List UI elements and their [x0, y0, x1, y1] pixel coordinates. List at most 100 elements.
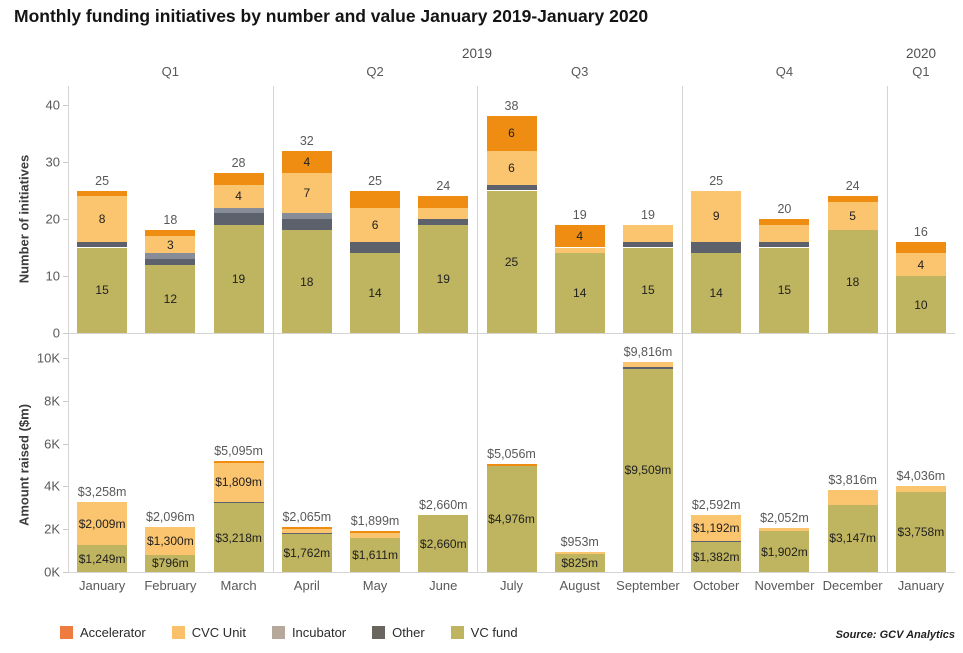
bar-segment-vc-fund[interactable]: $796m — [145, 554, 196, 572]
bar-segment-vc-fund[interactable]: 12 — [145, 264, 196, 333]
bar-segment-cvc-unit[interactable]: 4 — [895, 253, 946, 276]
bar-segment-cvc-unit[interactable]: $1,809m — [213, 462, 264, 502]
bar-segment-vc-fund[interactable]: $9,509m — [622, 368, 673, 572]
bar-segment-vc-fund[interactable]: 18 — [827, 230, 878, 333]
bar-segment-other[interactable] — [77, 241, 128, 248]
bar-segment-vc-fund[interactable]: $1,249m — [77, 545, 128, 572]
bar-segment-accelerator[interactable] — [827, 196, 878, 202]
bar-segment-accelerator[interactable] — [895, 241, 946, 254]
legend-item-incubator[interactable]: Incubator — [271, 625, 346, 640]
bar-segment-vc-fund[interactable]: $4,976m — [486, 465, 537, 572]
quarter-label-1: Q2 — [366, 64, 384, 79]
bar-segment-cvc-unit[interactable]: 9 — [691, 190, 742, 242]
bar-segment-vc-fund[interactable]: 14 — [350, 253, 401, 333]
bar-segment-other[interactable] — [622, 241, 673, 248]
segment-value-label: $1,809m — [215, 475, 262, 490]
bar-segment-accelerator[interactable] — [77, 190, 128, 197]
bar-segment-other[interactable] — [622, 367, 673, 369]
segment-value-label: 6 — [371, 217, 379, 232]
bar-segment-vc-fund[interactable]: 18 — [281, 230, 332, 333]
bar-segment-cvc-unit[interactable]: 6 — [350, 207, 401, 242]
bar-segment-other[interactable] — [145, 258, 196, 265]
bar-segment-vc-fund[interactable]: 10 — [895, 276, 946, 333]
segment-value-label: 4 — [303, 154, 311, 169]
bar-segment-other[interactable] — [213, 501, 264, 504]
bar-segment-cvc-unit[interactable] — [895, 485, 946, 492]
bar-segment-cvc-unit[interactable]: $1,192m — [691, 515, 742, 541]
segment-value-label: $1,249m — [78, 551, 126, 566]
bar-segment-accelerator[interactable] — [145, 230, 196, 237]
bar-segment-vc-fund[interactable]: $3,758m — [895, 491, 946, 572]
bar-segment-accelerator[interactable]: 4 — [554, 224, 605, 248]
bar-segment-cvc-unit[interactable] — [827, 490, 878, 505]
bar-segment-accelerator[interactable] — [213, 173, 264, 185]
bar-segment-cvc-unit[interactable]: 5 — [827, 201, 878, 231]
legend-item-other[interactable]: Other — [372, 625, 425, 640]
bar-segment-incubator[interactable] — [281, 213, 332, 219]
bar-segment-vc-fund[interactable]: 19 — [418, 224, 469, 333]
bar-total-label: $3,816m — [828, 473, 877, 488]
bar-segment-other[interactable] — [213, 213, 264, 225]
x-label-november-10: November — [754, 578, 815, 593]
bar-segment-other[interactable] — [281, 532, 332, 535]
bar-segment-vc-fund[interactable]: 15 — [77, 247, 128, 333]
bar-segment-vc-fund[interactable]: 15 — [759, 247, 810, 333]
bar-segment-cvc-unit[interactable]: $1,300m — [145, 527, 196, 555]
bar-segment-vc-fund[interactable]: $3,218m — [213, 503, 264, 572]
bar-segment-cvc-unit[interactable]: 6 — [486, 150, 537, 185]
bar-segment-vc-fund[interactable]: $1,902m — [759, 531, 810, 572]
bar-segment-accelerator[interactable] — [281, 527, 332, 529]
bar-segment-vc-fund[interactable]: $1,762m — [281, 534, 332, 572]
bar-segment-incubator[interactable] — [145, 253, 196, 259]
bar-segment-cvc-unit[interactable] — [418, 207, 469, 219]
legend-item-accelerator[interactable]: Accelerator — [60, 625, 146, 640]
bar-segment-cvc-unit[interactable] — [281, 528, 332, 533]
legend-item-vc-fund[interactable]: VC fund — [450, 625, 518, 640]
bar-segment-incubator[interactable] — [213, 207, 264, 214]
bar-segment-vc-fund[interactable]: $3,147m — [827, 504, 878, 572]
bar-segment-other[interactable] — [418, 219, 469, 225]
bar-segment-cvc-unit[interactable] — [350, 533, 401, 538]
bar-segment-vc-fund[interactable]: $1,382m — [691, 542, 742, 572]
legend-item-cvc-unit[interactable]: CVC Unit — [171, 625, 246, 640]
bar-segment-cvc-unit[interactable] — [622, 224, 673, 242]
bar-segment-vc-fund[interactable]: $1,611m — [350, 537, 401, 572]
bar-segment-vc-fund[interactable]: $2,660m — [418, 515, 469, 572]
bar-segment-other[interactable] — [759, 241, 810, 248]
bar-segment-vc-fund[interactable]: 25 — [486, 190, 537, 333]
bar-segment-accelerator[interactable]: 6 — [486, 116, 537, 151]
bar-segment-vc-fund[interactable]: 19 — [213, 224, 264, 333]
bar-segment-vc-fund[interactable]: $825m — [554, 554, 605, 572]
y-tick-mark — [63, 219, 68, 220]
bar-segment-other[interactable] — [350, 241, 401, 254]
bar-segment-accelerator[interactable] — [486, 463, 537, 466]
bar-segment-accelerator[interactable] — [350, 531, 401, 534]
bar-total-label: 20 — [777, 202, 792, 216]
bar-segment-cvc-unit[interactable]: 7 — [281, 173, 332, 214]
bar-segment-cvc-unit[interactable]: 8 — [77, 196, 128, 242]
bar-segment-cvc-unit[interactable] — [554, 247, 605, 254]
bar-segment-cvc-unit[interactable] — [554, 551, 605, 555]
bar-segment-vc-fund[interactable]: 14 — [691, 253, 742, 333]
bar-segment-vc-fund[interactable]: 14 — [554, 253, 605, 333]
bar-segment-cvc-unit[interactable]: 4 — [213, 184, 264, 208]
bar-segment-other[interactable] — [691, 241, 742, 254]
segment-value-label: 3 — [167, 237, 174, 252]
bar-segment-other[interactable] — [486, 184, 537, 191]
bar-segment-accelerator[interactable] — [350, 190, 401, 208]
bar-segment-cvc-unit[interactable] — [759, 224, 810, 242]
bar-segment-cvc-unit[interactable] — [759, 528, 810, 532]
bar-segment-accelerator[interactable] — [213, 461, 264, 463]
bar-segment-cvc-unit[interactable] — [622, 361, 673, 367]
bar-segment-cvc-unit[interactable]: $2,009m — [77, 502, 128, 546]
bar-segment-accelerator[interactable] — [759, 219, 810, 225]
bar-segment-vc-fund[interactable]: 15 — [622, 247, 673, 333]
segment-value-label: 15 — [777, 283, 792, 298]
segment-value-label: 4 — [917, 257, 925, 272]
bar-segment-cvc-unit[interactable]: 3 — [145, 236, 196, 254]
bar-segment-accelerator[interactable] — [418, 196, 469, 208]
bar-segment-accelerator[interactable]: 4 — [281, 150, 332, 174]
bar-segment-other[interactable] — [281, 219, 332, 231]
y-tick-mark — [63, 333, 68, 334]
bar-segment-other[interactable] — [691, 540, 742, 543]
